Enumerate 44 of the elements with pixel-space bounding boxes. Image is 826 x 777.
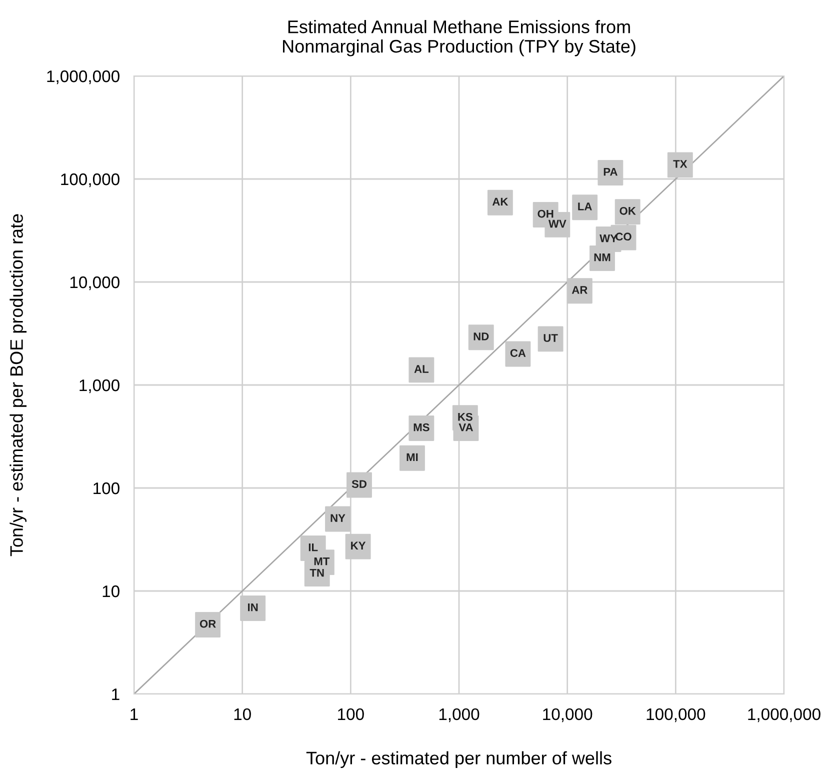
annotation: OR [200, 620, 216, 628]
chart-title: Estimated Annual Methane Emissions from Nonmarginal Gas Production (TPY by State) [283, 20, 636, 56]
annotation: AR [572, 286, 588, 294]
y-tick-label: 10 [102, 585, 120, 598]
x-axis-title: Ton/yr - estimated per number of wells [306, 751, 612, 768]
annotation: TX [673, 160, 688, 168]
annotation: SD [352, 480, 366, 488]
annotation: OK [620, 206, 636, 215]
annotation: UT [544, 334, 558, 342]
annotation: NM [594, 253, 610, 262]
x-tick-label: 100 [338, 708, 364, 720]
y-axis-title: Ton/yr - estimated per BOE production rate [10, 214, 27, 556]
y-tick-label: 100 [94, 482, 120, 494]
annotation: ND [474, 332, 489, 340]
x-tick-label: 1,000 [439, 708, 480, 722]
x-tick-label: 10 [234, 708, 251, 720]
x-tick-label: 100,000 [646, 708, 706, 722]
x-tick-label: 10,000 [543, 708, 592, 722]
y-tick-label: 10,000 [70, 276, 120, 290]
annotation: IN [248, 603, 258, 612]
annotation: MI [406, 453, 418, 461]
annotation: PA [604, 168, 618, 176]
annotation: LA [578, 202, 592, 210]
x-tick-label: 1 [130, 708, 138, 720]
annotation: KS [458, 412, 472, 421]
annotation: MS [414, 423, 430, 432]
annotation: IL [308, 543, 318, 552]
y-tick-label: 1 [112, 688, 120, 700]
annotation: NY [330, 514, 346, 522]
annotation: VA [458, 424, 473, 432]
annotation: AK [492, 198, 508, 206]
y-tick-label: 1,000,000 [47, 70, 120, 84]
annotation: WV [548, 220, 566, 228]
annotation: OH [538, 210, 554, 218]
annotation: TN [310, 568, 324, 577]
x-tick-label: 1,000,000 [748, 708, 820, 722]
annotation: CO [616, 232, 632, 241]
y-tick-label: 100,000 [61, 173, 120, 188]
annotation: MT [314, 558, 330, 566]
annotation: AL [414, 365, 428, 373]
annotation: KY [351, 542, 366, 550]
annotation: CA [510, 349, 526, 357]
y-tick-label: 1,000 [80, 379, 120, 394]
annotation: WY [600, 234, 618, 242]
